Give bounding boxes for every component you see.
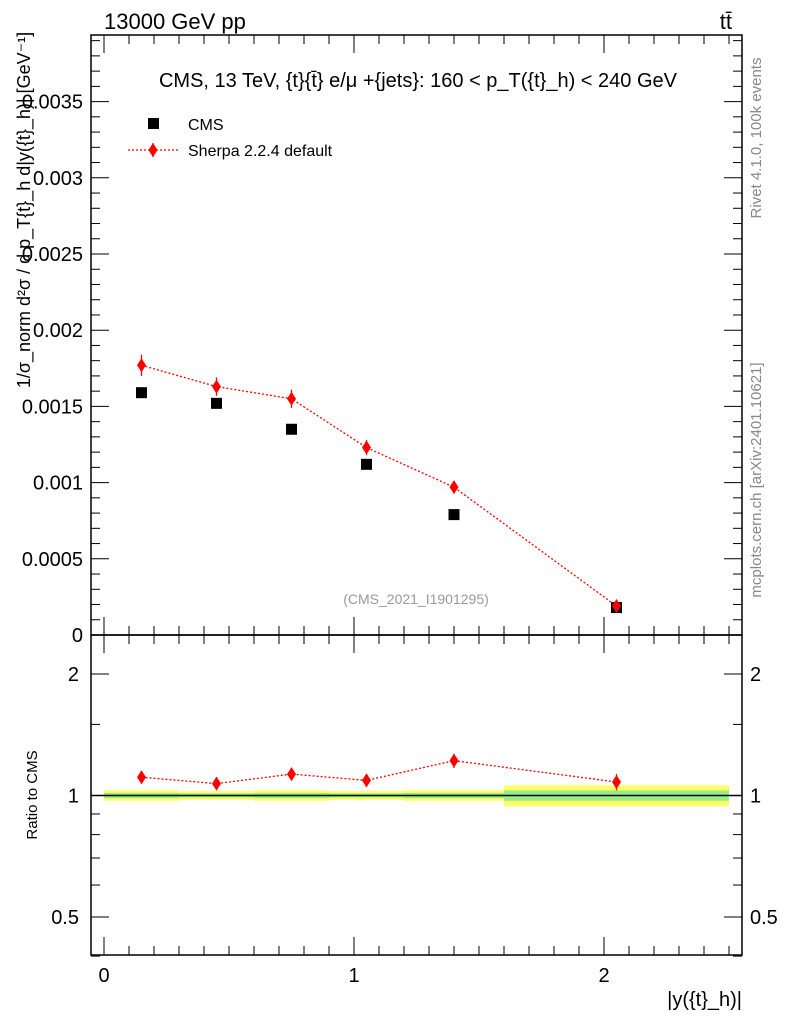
header-left: 13000 GeV pp	[104, 9, 246, 34]
main-y-tick-label: 0.0005	[22, 549, 83, 571]
legend: CMS Sherpa 2.2.4 default	[128, 117, 333, 160]
sherpa-data-point	[287, 391, 296, 406]
main-y-tick-labels: 0 0.0005 0.001 0.0015 0.002 0.0025 0.003 0.0035	[22, 92, 83, 647]
analysis-watermark: (CMS_2021_I1901295)	[343, 591, 489, 607]
main-y-tick-label: 0.0025	[22, 244, 83, 266]
axis-ticks	[91, 35, 742, 957]
main-y-tick-label: 0.002	[33, 320, 83, 342]
sherpa-points	[137, 354, 621, 614]
ratio-y-tick-label-left: 2	[68, 664, 79, 686]
cms-data-point	[211, 397, 222, 409]
ratio-sherpa-line	[141, 759, 617, 785]
rivet-version-label: Rivet 4.1.0, 100k events	[748, 58, 765, 219]
ratio-data-point	[212, 776, 221, 791]
sherpa-data-point	[212, 379, 221, 394]
main-y-tick-label: 0.001	[33, 473, 83, 495]
ratio-y-tick-label-right: 2	[750, 664, 761, 686]
main-y-tick-label: 0.0015	[22, 396, 83, 418]
ratio-y-tick-label-left: 0.5	[51, 907, 79, 929]
x-tick-labels: 0 1 2	[98, 965, 609, 987]
x-tick-label: 2	[598, 965, 609, 987]
ratio-data-point	[362, 773, 371, 788]
ratio-data-point	[287, 767, 296, 782]
ratio-polyline	[141, 759, 617, 785]
sherpa-data-point	[137, 358, 146, 373]
chart-title: CMS, 13 TeV, {t}{t̄} e/μ +{jets}: 160 < …	[159, 70, 678, 92]
sherpa-data-point	[612, 599, 621, 614]
ratio-y-axis-label: Ratio to CMS	[24, 750, 41, 839]
legend-sherpa-label: Sherpa 2.2.4 default	[188, 143, 333, 160]
ratio-data-point	[612, 775, 621, 790]
ratio-data-point	[449, 753, 459, 768]
sherpa-polyline	[141, 364, 617, 607]
sherpa-data-point	[362, 440, 371, 455]
main-y-tick-label: 0	[72, 625, 83, 647]
ratio-y-tick-label-left: 1	[68, 786, 79, 808]
ratio-y-tick-label-right: 1	[750, 786, 761, 808]
header-right: tt̄	[720, 9, 732, 34]
ratio-sherpa-points	[137, 753, 621, 791]
cms-data-point	[136, 387, 147, 399]
mcplots-label: mcplots.cern.ch [arXiv:2401.10621]	[748, 362, 765, 597]
cms-data-point	[448, 509, 460, 521]
x-axis-label: |y({t}_h)|	[667, 989, 742, 1011]
ratio-y-tick-label-right: 0.5	[750, 907, 778, 929]
sherpa-data-point	[449, 480, 459, 495]
ratio-y-tick-labels: 0.5 0.5 1 1 2 2	[51, 664, 778, 929]
legend-cms-label: CMS	[188, 117, 224, 134]
legend-sherpa-marker	[148, 143, 158, 157]
x-tick-label: 0	[98, 965, 109, 987]
x-tick-label: 1	[348, 965, 359, 987]
main-y-tick-label: 0.003	[33, 168, 83, 190]
main-y-tick-label: 0.0035	[22, 92, 83, 114]
cms-data-point	[361, 458, 372, 470]
cms-points	[136, 387, 622, 614]
ratio-data-point	[137, 770, 146, 785]
cms-data-point	[286, 423, 297, 435]
main-y-axis-label: 1/σ_norm d²σ / d p_T{t}_h d|y({t}_h)| [G…	[14, 32, 35, 388]
sherpa-line	[141, 364, 617, 607]
legend-cms-marker	[148, 118, 159, 129]
